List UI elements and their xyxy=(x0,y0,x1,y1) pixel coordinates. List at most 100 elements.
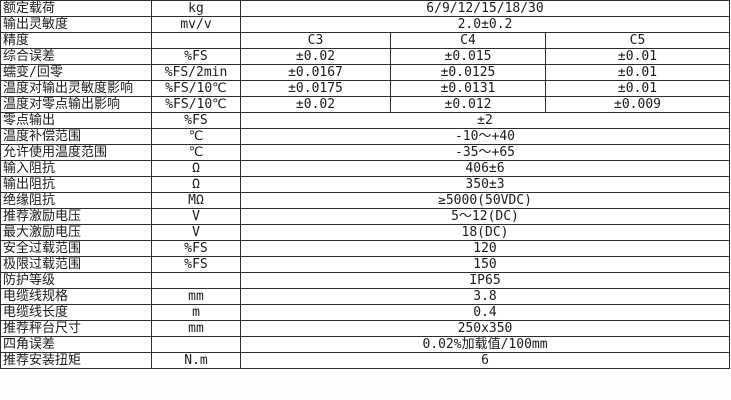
spec-value-cell-c3: C3 xyxy=(240,32,391,49)
spec-label-cell: 推荐激励电压 xyxy=(0,208,152,225)
spec-value-cell: ±2 xyxy=(240,112,730,129)
spec-unit-cell: mm xyxy=(151,320,241,337)
spec-label-cell: 输出阻抗 xyxy=(0,176,152,193)
spec-label-cell: 电缆线长度 xyxy=(0,304,152,321)
spec-unit-cell xyxy=(151,272,241,289)
spec-value-cell: 6/9/12/15/18/30 xyxy=(240,0,730,17)
spec-unit-cell: Ω xyxy=(151,160,241,177)
spec-label-cell: 温度对输出灵敏度影响 xyxy=(0,80,152,97)
spec-label-cell: 推荐秤台尺寸 xyxy=(0,320,152,337)
spec-value-cell: 120 xyxy=(240,240,730,257)
spec-value-cell: 250x350 xyxy=(240,320,730,337)
spec-unit-cell: %FS xyxy=(151,256,241,273)
spec-unit-cell: V xyxy=(151,208,241,225)
table-row: 电缆线长度 m 0.4 xyxy=(0,304,730,321)
spec-value-cell: 150 xyxy=(240,256,730,273)
spec-unit-cell: %FS xyxy=(151,48,241,65)
spec-value-cell-c4: ±0.0125 xyxy=(390,64,546,81)
spec-unit-cell: %FS xyxy=(151,112,241,129)
spec-label-cell: 输入阻抗 xyxy=(0,160,152,177)
spec-value-cell: 406±6 xyxy=(240,160,730,177)
spec-value-cell-c5: C5 xyxy=(545,32,730,49)
spec-value-cell-c5: ±0.01 xyxy=(545,48,730,65)
table-row: 输出阻抗 Ω 350±3 xyxy=(0,176,730,193)
spec-unit-cell xyxy=(151,32,241,49)
spec-value-cell: -10〜+40 xyxy=(240,128,730,145)
spec-unit-cell: V xyxy=(151,224,241,241)
table-row: 输入阻抗 Ω 406±6 xyxy=(0,160,730,177)
table-row: 蠕变/回零 %FS/2min ±0.0167 ±0.0125 ±0.01 xyxy=(0,64,730,81)
table-row: 综合误差 %FS ±0.02 ±0.015 ±0.01 xyxy=(0,48,730,65)
spec-value-cell-c5: ±0.01 xyxy=(545,64,730,81)
spec-label-cell: 蠕变/回零 xyxy=(0,64,152,81)
table-row: 极限过载范围 %FS 150 xyxy=(0,256,730,273)
table-row: 输出灵敏度 mv/v 2.0±0.2 xyxy=(0,16,730,33)
spec-value-cell-c4: C4 xyxy=(390,32,546,49)
table-row: 零点输出 %FS ±2 xyxy=(0,112,730,129)
spec-label-cell: 安全过载范围 xyxy=(0,240,152,257)
spec-label-cell: 温度补偿范围 xyxy=(0,128,152,145)
spec-unit-cell: ℃ xyxy=(151,128,241,145)
spec-unit-cell: %FS/10℃ xyxy=(151,96,241,113)
spec-unit-cell: N.m xyxy=(151,352,241,369)
spec-value-cell: ≥5000(50VDC) xyxy=(240,192,730,209)
table-row: 电缆线规格 mm 3.8 xyxy=(0,288,730,305)
spec-unit-cell: ℃ xyxy=(151,144,241,161)
table-row: 推荐激励电压 V 5〜12(DC) xyxy=(0,208,730,225)
spec-value-cell: 6 xyxy=(240,352,730,369)
spec-value-cell-c4: ±0.012 xyxy=(390,96,546,113)
table-row: 允许使用温度范围 ℃ -35〜+65 xyxy=(0,144,730,161)
load-cell-spec-table: 额定载荷 kg 6/9/12/15/18/30 输出灵敏度 mv/v 2.0±0.2 精度 C… xyxy=(0,0,730,369)
spec-label-cell: 最大激励电压 xyxy=(0,224,152,241)
table-row: 额定载荷 kg 6/9/12/15/18/30 xyxy=(0,0,730,17)
table-row: 推荐秤台尺寸 mm 250x350 xyxy=(0,320,730,337)
spec-unit-cell: MΩ xyxy=(151,192,241,209)
table-row: 绝缘阻抗 MΩ ≥5000(50VDC) xyxy=(0,192,730,209)
spec-label-cell: 温度对零点输出影响 xyxy=(0,96,152,113)
spec-value-cell: 3.8 xyxy=(240,288,730,305)
spec-value-cell: 5〜12(DC) xyxy=(240,208,730,225)
spec-unit-cell: Ω xyxy=(151,176,241,193)
spec-label-cell: 允许使用温度范围 xyxy=(0,144,152,161)
spec-value-cell-c3: ±0.0167 xyxy=(240,64,391,81)
table-row: 安全过载范围 %FS 120 xyxy=(0,240,730,257)
table-row: 温度对输出灵敏度影响 %FS/10℃ ±0.0175 ±0.0131 ±0.01 xyxy=(0,80,730,97)
spec-unit-cell: %FS/2min xyxy=(151,64,241,81)
spec-value-cell-c4: ±0.015 xyxy=(390,48,546,65)
spec-label-cell: 推荐安装扭矩 xyxy=(0,352,152,369)
spec-label-cell: 额定载荷 xyxy=(0,0,152,17)
spec-value-cell: 0.4 xyxy=(240,304,730,321)
spec-label-cell: 零点输出 xyxy=(0,112,152,129)
spec-label-cell: 绝缘阻抗 xyxy=(0,192,152,209)
spec-unit-cell: mm xyxy=(151,288,241,305)
spec-value-cell: 0.02%加载值/100mm xyxy=(240,336,730,353)
spec-label-cell: 极限过载范围 xyxy=(0,256,152,273)
table-row: 推荐安装扭矩 N.m 6 xyxy=(0,352,730,369)
table-row: 防护等级 IP65 xyxy=(0,272,730,289)
spec-unit-cell: %FS/10℃ xyxy=(151,80,241,97)
spec-label-cell: 精度 xyxy=(0,32,152,49)
spec-label-cell: 电缆线规格 xyxy=(0,288,152,305)
spec-value-cell: 2.0±0.2 xyxy=(240,16,730,33)
spec-unit-cell: kg xyxy=(151,0,241,17)
spec-value-cell: 350±3 xyxy=(240,176,730,193)
spec-label-cell: 四角误差 xyxy=(0,336,152,353)
spec-table-body: 额定载荷 kg 6/9/12/15/18/30 输出灵敏度 mv/v 2.0±0.2 精度 C… xyxy=(0,0,730,369)
spec-value-cell-c5: ±0.009 xyxy=(545,96,730,113)
spec-value-cell-c3: ±0.02 xyxy=(240,96,391,113)
spec-label-cell: 防护等级 xyxy=(0,272,152,289)
spec-value-cell-c4: ±0.0131 xyxy=(390,80,546,97)
table-row: 四角误差 0.02%加载值/100mm xyxy=(0,336,730,353)
spec-label-cell: 输出灵敏度 xyxy=(0,16,152,33)
spec-value-cell: -35〜+65 xyxy=(240,144,730,161)
table-row: 最大激励电压 V 18(DC) xyxy=(0,224,730,241)
spec-unit-cell xyxy=(151,336,241,353)
spec-unit-cell: mv/v xyxy=(151,16,241,33)
spec-value-cell: 18(DC) xyxy=(240,224,730,241)
spec-value-cell: IP65 xyxy=(240,272,730,289)
spec-label-cell: 综合误差 xyxy=(0,48,152,65)
spec-unit-cell: m xyxy=(151,304,241,321)
table-row: 温度补偿范围 ℃ -10〜+40 xyxy=(0,128,730,145)
table-row: 温度对零点输出影响 %FS/10℃ ±0.02 ±0.012 ±0.009 xyxy=(0,96,730,113)
